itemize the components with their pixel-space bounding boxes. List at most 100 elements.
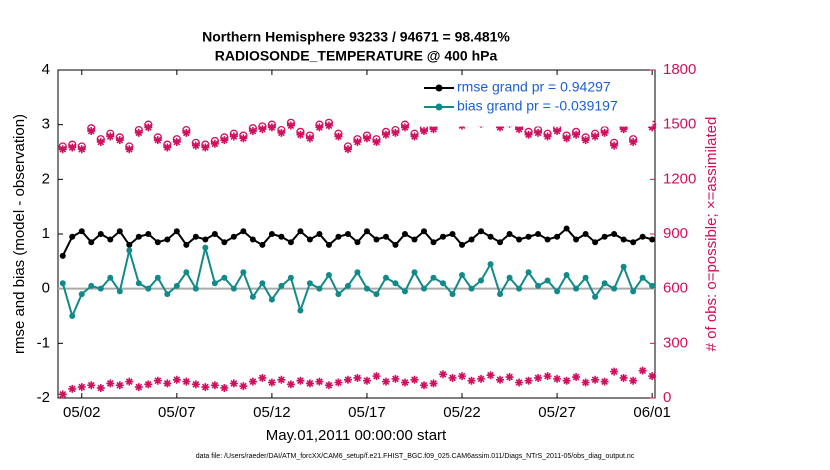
data-point bbox=[259, 241, 266, 248]
data-point bbox=[354, 269, 361, 276]
data-point bbox=[372, 372, 381, 381]
data-point bbox=[505, 373, 514, 382]
data-point bbox=[315, 123, 324, 132]
data-point bbox=[68, 143, 77, 152]
data-point bbox=[591, 375, 600, 384]
data-point bbox=[202, 244, 209, 251]
data-point bbox=[506, 274, 513, 281]
data-point bbox=[449, 291, 456, 298]
data-point bbox=[211, 280, 218, 287]
legend-box bbox=[419, 75, 653, 127]
data-point bbox=[544, 236, 551, 243]
data-point bbox=[581, 378, 590, 387]
data-point bbox=[373, 291, 380, 298]
data-point bbox=[325, 241, 332, 248]
data-point bbox=[153, 376, 162, 385]
data-point bbox=[116, 288, 123, 295]
data-point bbox=[582, 274, 589, 281]
data-point bbox=[135, 280, 142, 287]
data-point bbox=[400, 378, 409, 387]
data-point bbox=[516, 285, 523, 292]
data-point bbox=[563, 272, 570, 278]
data-point bbox=[316, 285, 323, 292]
data-point bbox=[145, 285, 152, 292]
data-point bbox=[400, 123, 409, 132]
data-point bbox=[363, 228, 370, 235]
data-point bbox=[459, 241, 466, 248]
data-point bbox=[362, 134, 371, 143]
data-point bbox=[448, 373, 457, 382]
chart-title: Northern Hemisphere 93233 / 94671 = 98.4… bbox=[202, 29, 510, 45]
data-point bbox=[305, 379, 314, 388]
data-point bbox=[515, 378, 524, 387]
y-tick-label: -1 bbox=[37, 334, 50, 351]
data-point bbox=[362, 376, 371, 385]
data-point bbox=[183, 241, 190, 248]
data-point bbox=[639, 274, 646, 281]
data-point bbox=[649, 236, 656, 243]
data-point bbox=[581, 136, 590, 145]
data-point bbox=[107, 236, 114, 243]
data-point bbox=[163, 143, 172, 152]
x-tick-label: 06/01 bbox=[633, 404, 671, 421]
data-point bbox=[343, 145, 352, 154]
data-point bbox=[210, 381, 219, 390]
data-point bbox=[173, 282, 180, 289]
data-point bbox=[115, 381, 124, 390]
data-point bbox=[629, 137, 638, 146]
data-point bbox=[373, 236, 380, 243]
data-point bbox=[97, 231, 104, 237]
x-tick-label: 05/02 bbox=[63, 404, 101, 421]
data-point bbox=[78, 291, 85, 298]
data-point bbox=[420, 285, 427, 292]
data-point bbox=[135, 233, 142, 240]
data-point bbox=[267, 378, 276, 387]
data-point bbox=[524, 376, 533, 385]
legend-label: rmse grand pr = 0.94297 bbox=[457, 79, 611, 95]
data-point bbox=[192, 233, 199, 240]
data-point bbox=[145, 231, 152, 237]
data-point bbox=[497, 239, 504, 246]
data-point bbox=[268, 231, 275, 237]
data-point bbox=[410, 375, 419, 384]
data-point bbox=[535, 282, 542, 289]
data-point bbox=[164, 291, 171, 298]
data-point bbox=[78, 228, 85, 235]
data-point bbox=[201, 383, 210, 392]
data-point bbox=[239, 134, 248, 143]
data-point bbox=[240, 269, 247, 276]
data-point bbox=[59, 280, 66, 287]
data-point bbox=[354, 239, 361, 246]
data-point bbox=[315, 377, 324, 386]
data-point bbox=[525, 233, 532, 240]
data-point bbox=[125, 377, 134, 386]
data-point bbox=[649, 282, 656, 289]
x-axis-label: May.01,2011 00:00:00 start bbox=[266, 427, 447, 444]
data-point bbox=[600, 377, 609, 386]
data-point bbox=[562, 376, 571, 385]
data-point bbox=[335, 291, 342, 298]
data-point bbox=[459, 272, 466, 278]
data-point bbox=[553, 374, 562, 383]
data-point bbox=[107, 274, 114, 281]
data-point bbox=[572, 130, 581, 139]
data-point bbox=[258, 125, 267, 134]
data-point bbox=[486, 371, 495, 380]
data-point bbox=[296, 376, 305, 385]
data-point bbox=[524, 130, 533, 139]
data-point bbox=[134, 383, 143, 392]
data-point bbox=[544, 277, 551, 284]
data-point bbox=[411, 269, 418, 276]
data-point bbox=[429, 379, 438, 388]
data-point bbox=[543, 132, 552, 141]
data-point bbox=[88, 239, 95, 246]
data-point bbox=[582, 231, 589, 237]
data-point bbox=[630, 239, 637, 246]
data-point bbox=[248, 127, 257, 136]
data-point bbox=[353, 137, 362, 146]
data-point bbox=[287, 239, 294, 246]
data-point bbox=[401, 231, 408, 237]
data-point bbox=[259, 280, 266, 287]
data-point bbox=[68, 384, 77, 393]
data-point bbox=[297, 307, 304, 314]
